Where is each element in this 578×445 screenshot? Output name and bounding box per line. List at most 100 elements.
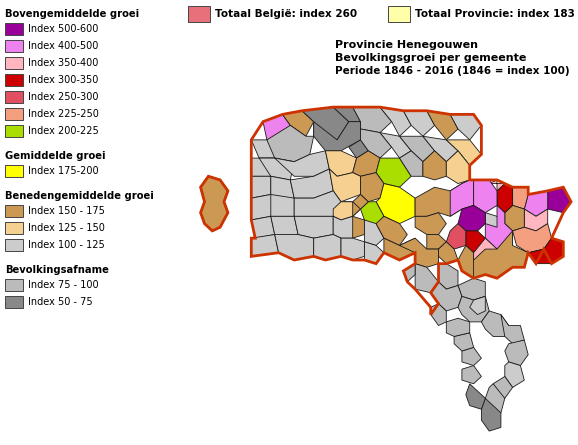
Polygon shape: [5, 239, 23, 251]
Polygon shape: [353, 107, 392, 133]
Polygon shape: [481, 398, 501, 431]
Polygon shape: [314, 121, 361, 151]
Polygon shape: [259, 158, 294, 180]
Polygon shape: [446, 140, 481, 166]
Polygon shape: [271, 194, 294, 216]
Polygon shape: [399, 238, 439, 267]
Polygon shape: [188, 6, 210, 22]
Polygon shape: [505, 362, 524, 388]
Polygon shape: [314, 235, 341, 260]
Polygon shape: [415, 213, 446, 235]
Polygon shape: [380, 133, 411, 158]
Polygon shape: [403, 111, 435, 136]
Polygon shape: [458, 246, 486, 278]
Polygon shape: [458, 278, 486, 300]
Polygon shape: [458, 296, 489, 322]
Polygon shape: [5, 125, 23, 137]
Polygon shape: [489, 180, 505, 191]
Polygon shape: [275, 151, 329, 176]
Polygon shape: [5, 57, 23, 69]
Polygon shape: [470, 296, 486, 315]
Text: Index 100 - 125: Index 100 - 125: [28, 240, 105, 250]
Polygon shape: [481, 311, 509, 336]
Text: Index 300-350: Index 300-350: [28, 75, 98, 85]
Polygon shape: [5, 222, 23, 234]
Polygon shape: [267, 125, 314, 162]
Polygon shape: [333, 216, 361, 238]
Polygon shape: [501, 315, 524, 344]
Polygon shape: [5, 296, 23, 308]
Polygon shape: [486, 384, 505, 413]
Polygon shape: [473, 238, 497, 263]
Polygon shape: [5, 74, 23, 86]
Polygon shape: [263, 114, 290, 140]
Polygon shape: [361, 173, 384, 202]
Polygon shape: [271, 176, 294, 202]
Polygon shape: [524, 209, 548, 231]
Text: Bevolkingsafname: Bevolkingsafname: [5, 265, 109, 275]
Polygon shape: [361, 202, 384, 227]
Polygon shape: [462, 348, 481, 365]
Polygon shape: [329, 169, 361, 202]
Text: Index 500-600: Index 500-600: [28, 24, 98, 34]
Polygon shape: [5, 91, 23, 103]
Polygon shape: [5, 40, 23, 52]
Polygon shape: [528, 238, 564, 263]
Polygon shape: [302, 107, 349, 140]
Polygon shape: [486, 206, 513, 249]
Polygon shape: [427, 235, 446, 249]
Polygon shape: [353, 194, 368, 216]
Polygon shape: [450, 180, 473, 216]
Polygon shape: [325, 151, 357, 176]
Text: Index 75 - 100: Index 75 - 100: [28, 280, 99, 290]
Polygon shape: [548, 187, 571, 213]
Polygon shape: [446, 151, 470, 183]
Polygon shape: [349, 140, 368, 158]
Polygon shape: [446, 223, 466, 249]
Polygon shape: [415, 263, 439, 293]
Text: Periode 1846 - 2016 (1846 = index 100): Periode 1846 - 2016 (1846 = index 100): [335, 66, 570, 76]
Polygon shape: [376, 183, 415, 223]
Polygon shape: [431, 282, 462, 311]
Polygon shape: [333, 202, 361, 216]
Text: Index 150 - 175: Index 150 - 175: [28, 206, 105, 216]
Polygon shape: [364, 220, 384, 246]
Polygon shape: [251, 194, 275, 220]
Text: Totaal Provincie: index 183: Totaal Provincie: index 183: [415, 9, 575, 19]
Text: Index 175-200: Index 175-200: [28, 166, 99, 176]
Polygon shape: [423, 151, 446, 180]
Polygon shape: [5, 108, 23, 120]
Polygon shape: [271, 216, 298, 238]
Polygon shape: [493, 376, 513, 398]
Polygon shape: [423, 136, 458, 162]
Polygon shape: [251, 235, 279, 256]
Polygon shape: [341, 238, 364, 260]
Polygon shape: [524, 191, 548, 216]
Polygon shape: [376, 216, 392, 238]
Polygon shape: [486, 213, 497, 227]
Polygon shape: [283, 111, 314, 136]
Polygon shape: [353, 216, 364, 238]
Polygon shape: [513, 187, 528, 209]
Polygon shape: [251, 216, 275, 238]
Polygon shape: [376, 216, 407, 246]
Polygon shape: [466, 384, 486, 409]
Polygon shape: [458, 180, 473, 209]
Text: Index 50 - 75: Index 50 - 75: [28, 297, 92, 307]
Text: Index 225-250: Index 225-250: [28, 109, 99, 119]
Polygon shape: [454, 333, 473, 351]
Polygon shape: [353, 151, 380, 176]
Text: Index 200-225: Index 200-225: [28, 126, 99, 136]
Polygon shape: [439, 242, 458, 263]
Polygon shape: [5, 23, 23, 35]
Polygon shape: [505, 340, 528, 365]
Text: Index 350-400: Index 350-400: [28, 58, 98, 68]
Polygon shape: [361, 129, 392, 158]
Text: Benedengemiddelde groei: Benedengemiddelde groei: [5, 191, 154, 201]
Polygon shape: [473, 231, 528, 278]
Polygon shape: [5, 165, 23, 177]
Polygon shape: [388, 6, 410, 22]
Text: Bevolkingsgroei per gemeente: Bevolkingsgroei per gemeente: [335, 53, 527, 63]
Text: Index 125 - 150: Index 125 - 150: [28, 223, 105, 233]
Polygon shape: [497, 183, 513, 213]
